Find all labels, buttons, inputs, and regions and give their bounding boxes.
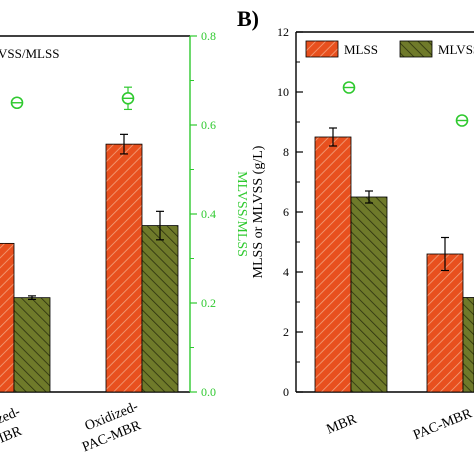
right-panel: B) 0 2 4 6 8 10 12 MLSS or MLVSS (g/L) MLSS ML… <box>237 6 474 443</box>
right-y-tick-label: 2 <box>283 325 289 339</box>
right-bar-mlvss <box>462 297 474 393</box>
left-y2-tick-label: 0.2 <box>201 296 216 310</box>
right-x-tick-label: PAC-MBR <box>411 406 474 443</box>
left-y2-tick-label: 0.6 <box>201 118 216 132</box>
right-y-tick-label: 6 <box>283 205 289 219</box>
right-y-tick-label: 10 <box>277 85 289 99</box>
right-y-ticks: 0 2 4 6 8 10 12 <box>277 25 303 399</box>
left-y2-tick-label: 0.8 <box>201 29 216 43</box>
right-bar-mlss <box>426 253 464 393</box>
right-y-tick-label: 8 <box>283 145 289 159</box>
right-x-tick-labels: MBR PAC-MBR <box>324 406 474 443</box>
left-x-tick-label: ized- <box>0 404 23 429</box>
left-ratio-points <box>10 86 135 111</box>
legend-swatch-mlss <box>305 40 339 58</box>
left-bar-mlvss <box>13 297 51 393</box>
right-y-tick-label: 12 <box>277 25 289 39</box>
right-y-axis-label: MLSS or MLVSS (g/L) <box>251 145 266 278</box>
left-y2-ticks: 0.0 0.2 0.4 0.6 0.8 <box>190 29 216 399</box>
right-ratio-points <box>342 81 469 127</box>
right-x-tick-label: MBR <box>324 412 359 438</box>
left-y2-tick-label: 0.4 <box>201 207 216 221</box>
left-legend-text: VSS/MLSS <box>0 46 59 61</box>
right-bar-mlss <box>314 136 352 393</box>
legend-label-mlss: MLSS <box>344 42 378 57</box>
right-bar-mlvss <box>350 196 388 393</box>
panel-label-b: B) <box>237 6 259 31</box>
right-y-tick-label: 0 <box>283 385 289 399</box>
legend-swatch-mlvss <box>399 40 433 58</box>
legend-label-mlvss: MLVSS <box>438 42 474 57</box>
left-bar-mlss <box>0 242 15 393</box>
left-bars <box>0 133 179 393</box>
left-bar-mlvss <box>141 225 179 393</box>
left-x-tick-label: MBR <box>0 424 25 450</box>
left-panel: 0.0 0.2 0.4 0.6 0.8 VSS/MLSS MLVSS/MLSS ized… <box>0 29 249 455</box>
right-bars <box>314 127 474 393</box>
left-y2-tick-label: 0.0 <box>201 385 216 399</box>
right-y-tick-label: 4 <box>283 265 289 279</box>
left-bar-mlss <box>105 143 143 393</box>
left-y2-axis-label: MLVSS/MLSS <box>234 171 249 257</box>
right-legend: MLSS MLVSS <box>305 40 474 58</box>
